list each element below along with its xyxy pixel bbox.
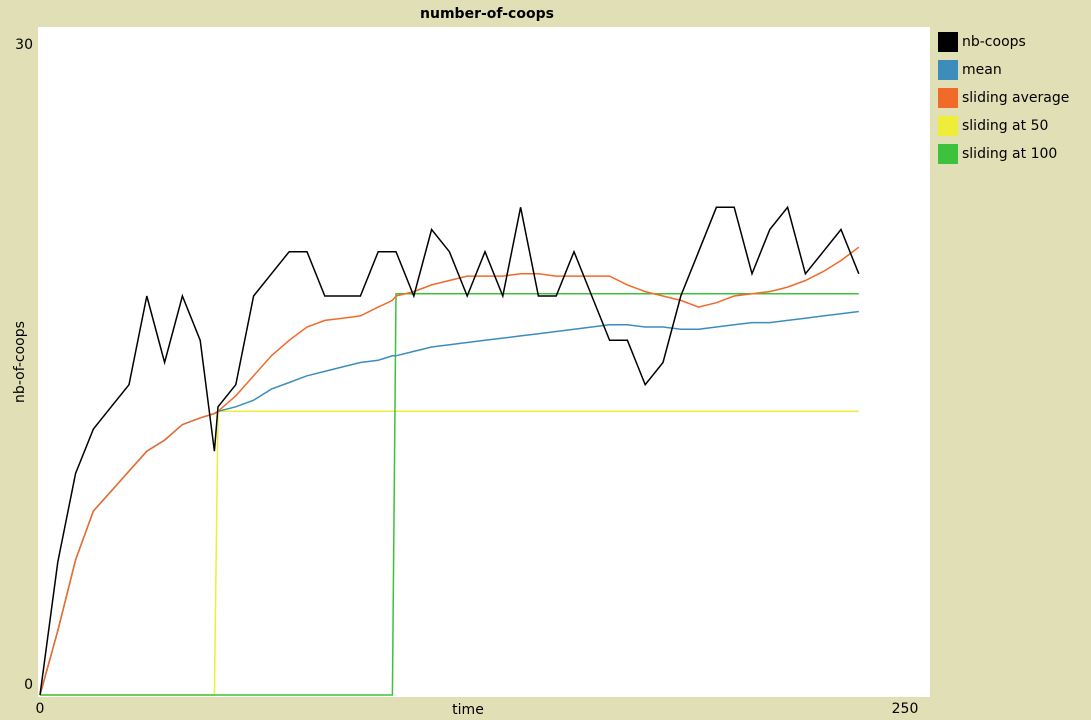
- x-tick-label: 0: [36, 701, 45, 717]
- legend-label: sliding average: [962, 90, 1069, 106]
- plot-area: [38, 27, 930, 697]
- legend-label: sliding at 100: [962, 146, 1057, 162]
- x-axis-label: time: [452, 702, 484, 718]
- legend-swatch: [938, 60, 958, 80]
- x-tick-label: 250: [892, 701, 919, 717]
- series-line: [40, 293, 859, 696]
- y-tick-label: 30: [15, 37, 33, 53]
- legend-swatch: [938, 116, 958, 136]
- legend-label: sliding at 50: [962, 118, 1048, 134]
- y-tick-label: 0: [24, 677, 33, 693]
- series-line: [39, 246, 860, 696]
- chart-title: number-of-coops: [420, 6, 554, 22]
- y-axis-label: nb-of-coops: [12, 321, 28, 403]
- legend-swatch: [938, 88, 958, 108]
- legend-label: mean: [962, 62, 1002, 78]
- legend-label: nb-coops: [962, 34, 1026, 50]
- legend-swatch: [938, 144, 958, 164]
- series-line: [39, 205, 860, 696]
- legend-swatch: [938, 32, 958, 52]
